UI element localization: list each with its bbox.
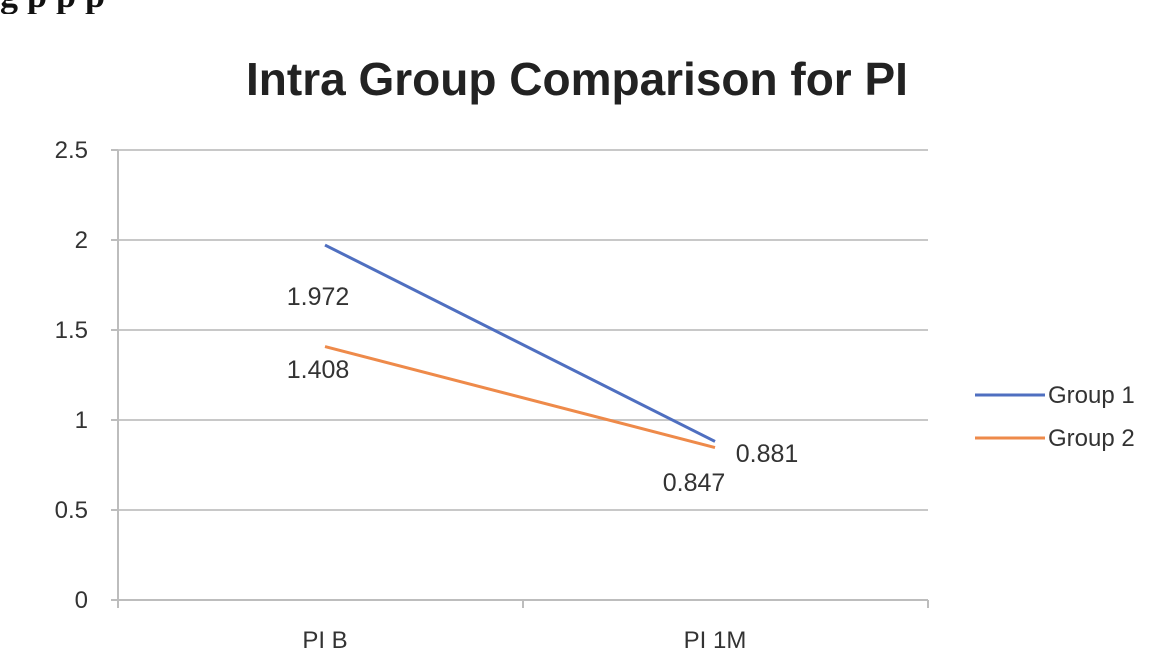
series-line-group-2 bbox=[324, 345, 716, 449]
legend-label: Group 2 bbox=[1048, 425, 1135, 452]
grid-lines bbox=[118, 149, 928, 511]
y-tick-label: 1.5 bbox=[55, 317, 88, 344]
figure-caption-fragment: g p p p bbox=[0, 0, 1157, 14]
figure-caption-text: g p p p bbox=[0, 0, 105, 14]
y-tick-label: 1 bbox=[75, 407, 88, 434]
series-lines bbox=[324, 243, 716, 449]
x-tick-label: PI 1M bbox=[684, 627, 747, 654]
y-tick-label: 0 bbox=[75, 587, 88, 614]
plot-background bbox=[0, 20, 1157, 662]
data-label: 0.881 bbox=[736, 440, 799, 468]
data-label: 0.847 bbox=[663, 469, 726, 497]
y-tick-label: 2.5 bbox=[55, 137, 88, 164]
y-tick-label: 2 bbox=[75, 227, 88, 254]
series-line-group-1 bbox=[324, 243, 716, 443]
data-labels: 1.972 0.881 1.408 0.847 bbox=[287, 283, 799, 497]
x-tick-label: PI B bbox=[302, 627, 347, 654]
chart-title: Intra Group Comparison for PI bbox=[246, 53, 908, 105]
axes: 0 0.5 1 1.5 2 2.5 PI B PI 1M bbox=[55, 137, 929, 654]
data-label: 1.972 bbox=[287, 283, 350, 311]
data-label: 1.408 bbox=[287, 356, 350, 384]
legend: Group 1 Group 2 bbox=[975, 382, 1135, 452]
y-tick-label: 0.5 bbox=[55, 497, 88, 524]
legend-label: Group 1 bbox=[1048, 382, 1135, 409]
